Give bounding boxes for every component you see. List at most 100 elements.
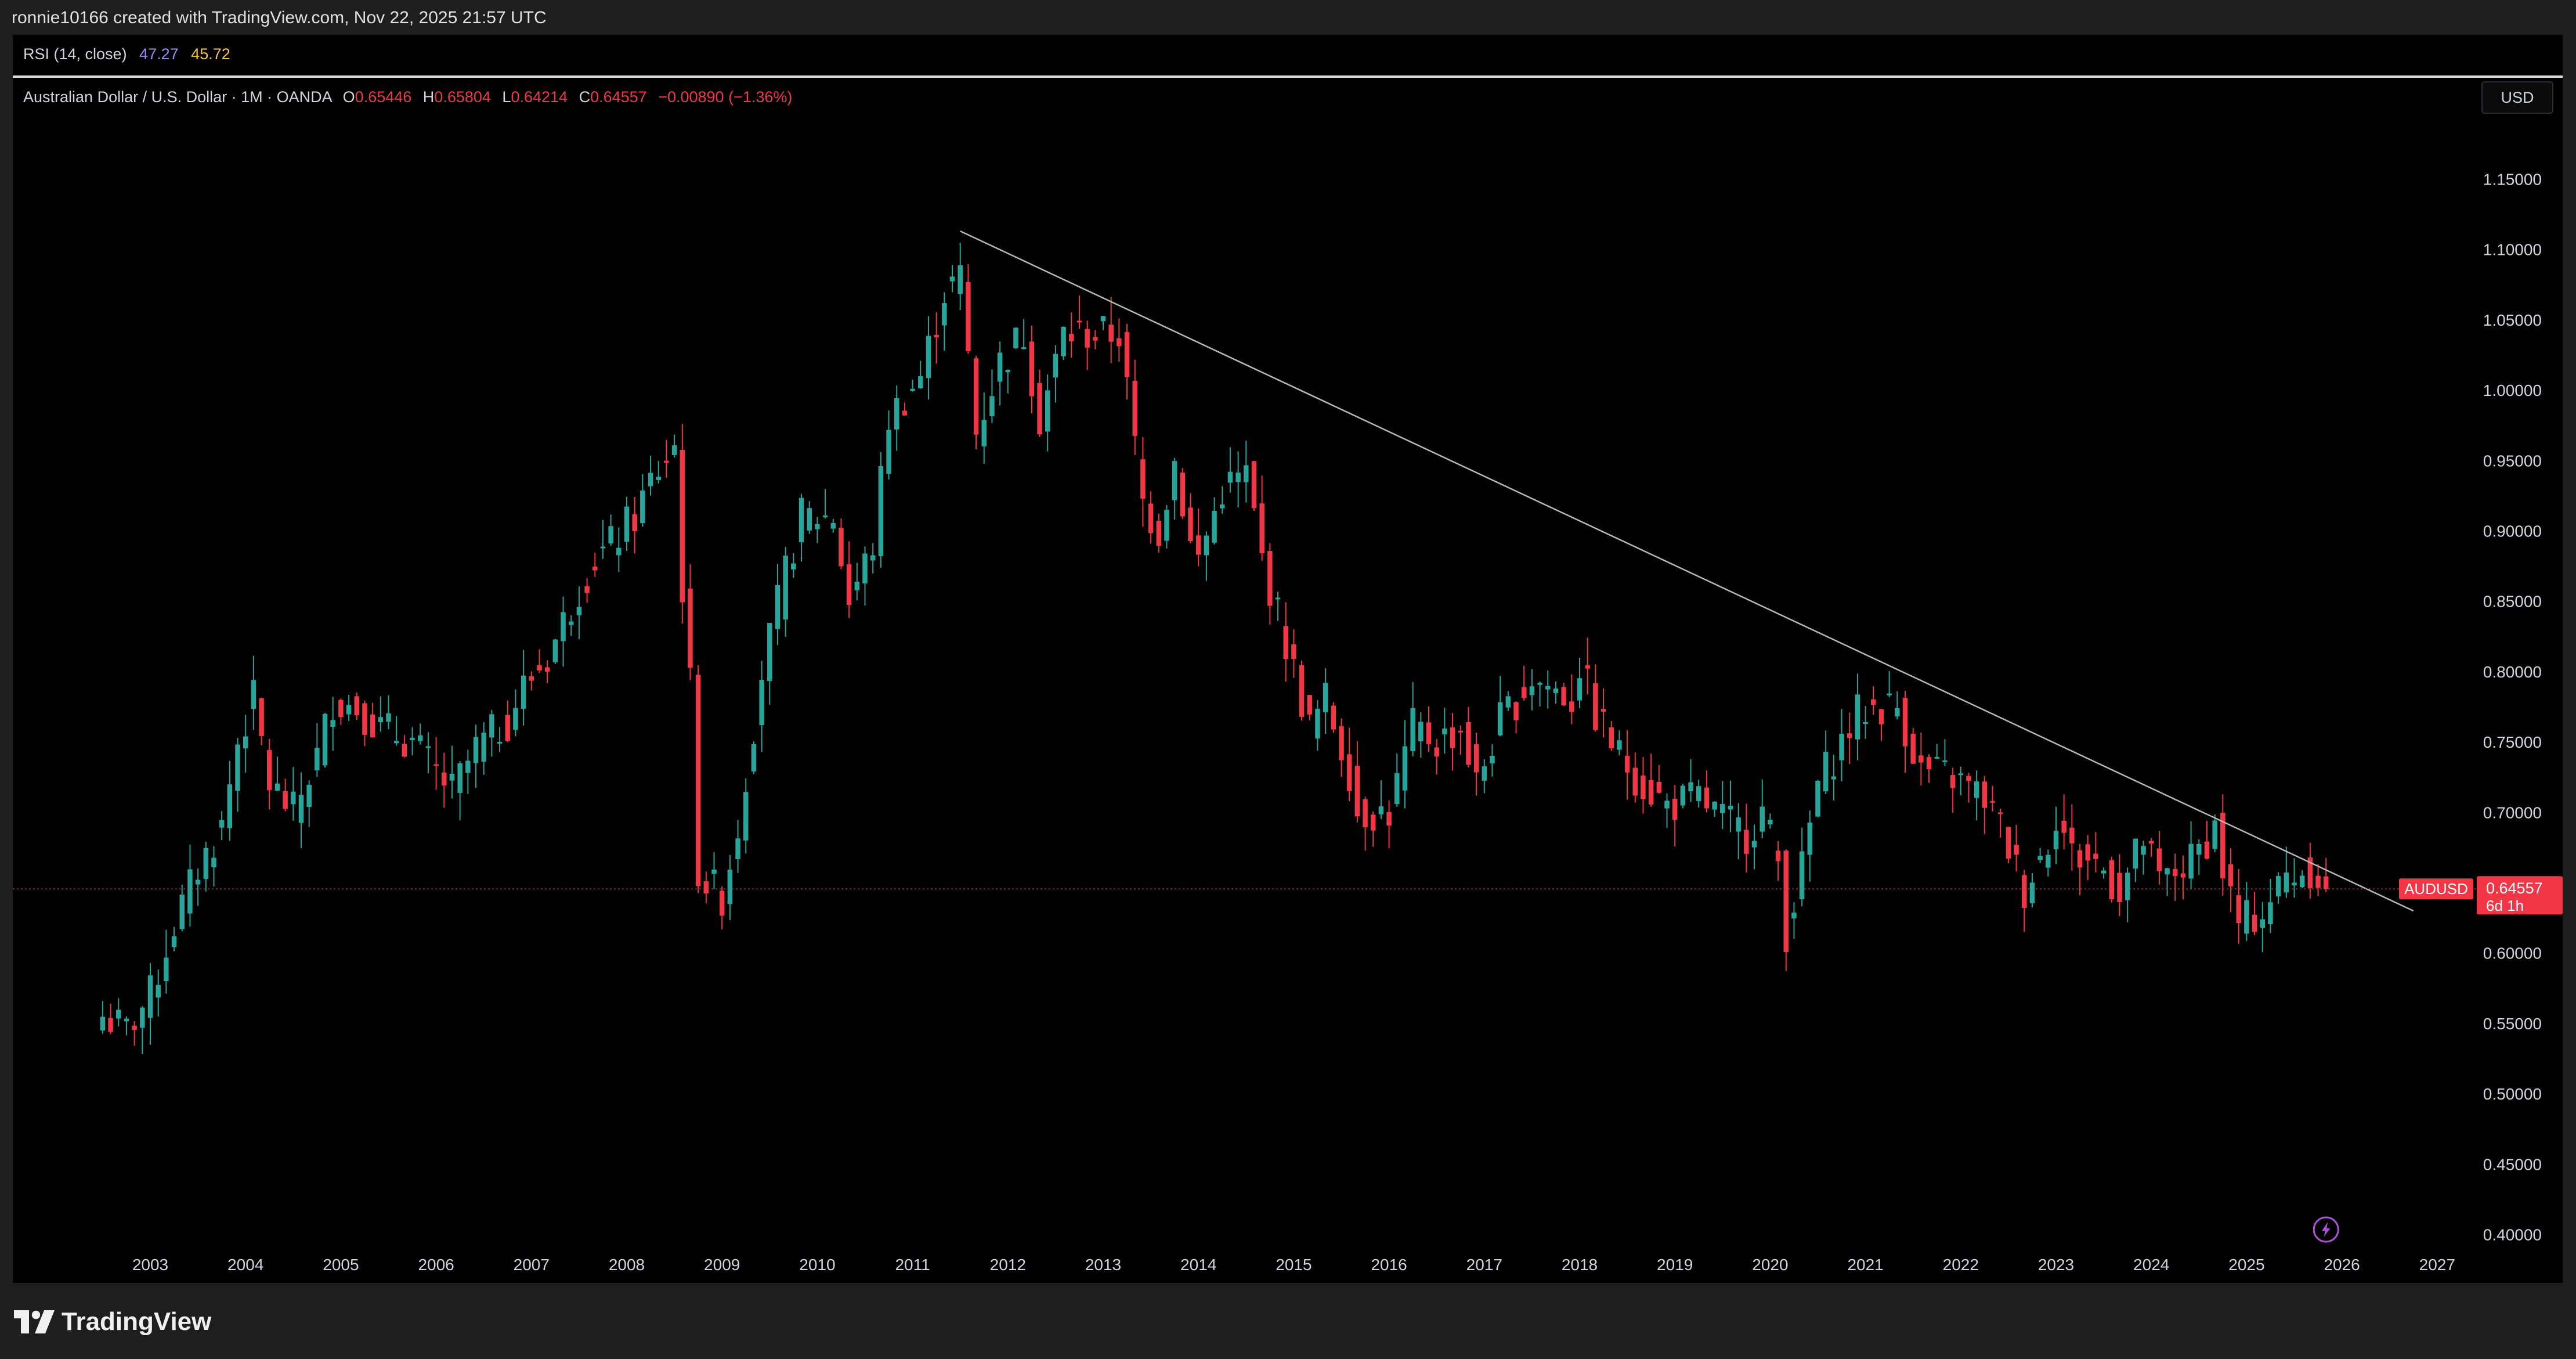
candle-down — [902, 410, 908, 416]
candle-down — [1609, 727, 1614, 749]
candle-down — [1156, 521, 1162, 546]
candle-down — [846, 564, 852, 605]
candle-up — [2244, 900, 2249, 934]
x-tick-label: 2009 — [704, 1256, 740, 1274]
candle-up — [2046, 855, 2051, 868]
candle-up — [1831, 776, 1837, 780]
candle-up — [1791, 913, 1797, 919]
candle-down — [1188, 507, 1193, 542]
candle-up — [100, 1016, 106, 1031]
x-tick-label: 2022 — [1943, 1256, 1979, 1274]
candle-up — [187, 869, 193, 914]
candle-up — [2141, 846, 2146, 855]
candle-up — [1887, 693, 1892, 695]
candle-down — [1283, 626, 1288, 659]
candle-up — [783, 556, 788, 620]
candle-up — [576, 607, 582, 615]
candle-down — [2117, 873, 2122, 903]
currency-button[interactable]: USD — [2481, 81, 2553, 114]
lightning-icon[interactable] — [2313, 1216, 2339, 1243]
candle-down — [1982, 781, 1988, 808]
close-value: 0.64557 — [590, 88, 647, 106]
x-tick-label: 2023 — [2038, 1256, 2074, 1274]
candle-up — [473, 737, 479, 763]
candle-up — [116, 1010, 121, 1019]
candle-down — [537, 665, 542, 671]
y-tick-label: 0.85000 — [2483, 593, 2542, 611]
candle-up — [2029, 882, 2035, 903]
candle-down — [108, 1018, 113, 1032]
candle-down — [267, 749, 272, 791]
candle-up — [140, 1007, 145, 1028]
low-label: L — [502, 88, 511, 106]
low-value: 0.64214 — [511, 88, 568, 106]
candle-up — [997, 352, 1003, 382]
candle-up — [1942, 760, 1948, 762]
candle-down — [1307, 695, 1313, 715]
candle-up — [608, 526, 613, 544]
candle-up — [767, 623, 772, 682]
candle-up — [1664, 801, 1670, 809]
candle-up — [2268, 902, 2273, 925]
x-tick-label: 2010 — [799, 1256, 835, 1274]
candle-down — [719, 891, 725, 916]
candle-down — [2228, 864, 2234, 886]
candle-up — [330, 720, 335, 727]
rsi-label: RSI (14, close) — [23, 45, 127, 63]
x-tick-label: 2007 — [514, 1256, 550, 1274]
candle-up — [759, 680, 764, 726]
candle-up — [958, 265, 963, 294]
tradingview-logo[interactable]: TradingView — [14, 1307, 211, 1336]
candle-up — [894, 398, 899, 430]
candle-down — [1871, 699, 1876, 705]
candle-up — [949, 276, 955, 282]
y-tick-label: 1.15000 — [2483, 170, 2542, 188]
candle-down — [2006, 827, 2011, 859]
candle-up — [251, 680, 256, 709]
candle-up — [1895, 708, 1900, 717]
candle-up — [195, 879, 201, 885]
candle-up — [1490, 755, 1495, 764]
candle-down — [2323, 876, 2329, 889]
candle-down — [370, 714, 375, 738]
candle-down — [1593, 683, 1598, 730]
candle-up — [1220, 504, 1225, 509]
x-tick-label: 2015 — [1276, 1256, 1312, 1274]
candle-up — [989, 396, 995, 416]
candle-down — [2093, 853, 2098, 859]
candle-down — [1076, 320, 1082, 323]
x-tick-label: 2020 — [1752, 1256, 1788, 1274]
candle-down — [1339, 726, 1344, 760]
candle-down — [505, 715, 510, 741]
candle-down — [1346, 754, 1352, 791]
candle-up — [1061, 327, 1066, 356]
candle-up — [1172, 461, 1177, 500]
candle-down — [1267, 551, 1273, 606]
x-tick-label: 2013 — [1085, 1256, 1121, 1274]
candle-down — [1624, 755, 1630, 773]
candle-down — [1291, 644, 1296, 659]
candle-up — [799, 498, 804, 543]
candle-up — [2299, 875, 2305, 888]
candle-down — [2204, 841, 2210, 859]
symbol-tag-label: AUDUSD — [2404, 880, 2468, 897]
x-tick-label: 2006 — [418, 1256, 454, 1274]
trendline[interactable] — [960, 230, 2414, 912]
candle-up — [1529, 686, 1535, 695]
candle-up — [465, 760, 471, 773]
candle-up — [410, 737, 415, 740]
price-chart[interactable]: 0.400000.450000.500000.550000.600000.650… — [13, 35, 2563, 1283]
candle-down — [259, 698, 264, 736]
candle-up — [497, 741, 503, 744]
candle-up — [378, 717, 384, 723]
candle-down — [2148, 841, 2154, 844]
candle-up — [179, 895, 185, 929]
candle-down — [1259, 503, 1264, 554]
candle-up — [1442, 728, 1447, 734]
candle-up — [2260, 919, 2266, 928]
candle-up — [830, 522, 836, 529]
candle-down — [1466, 722, 1471, 765]
candle-up — [1863, 722, 1868, 724]
candle-up — [2212, 820, 2217, 849]
pane-separator[interactable] — [13, 75, 2563, 78]
